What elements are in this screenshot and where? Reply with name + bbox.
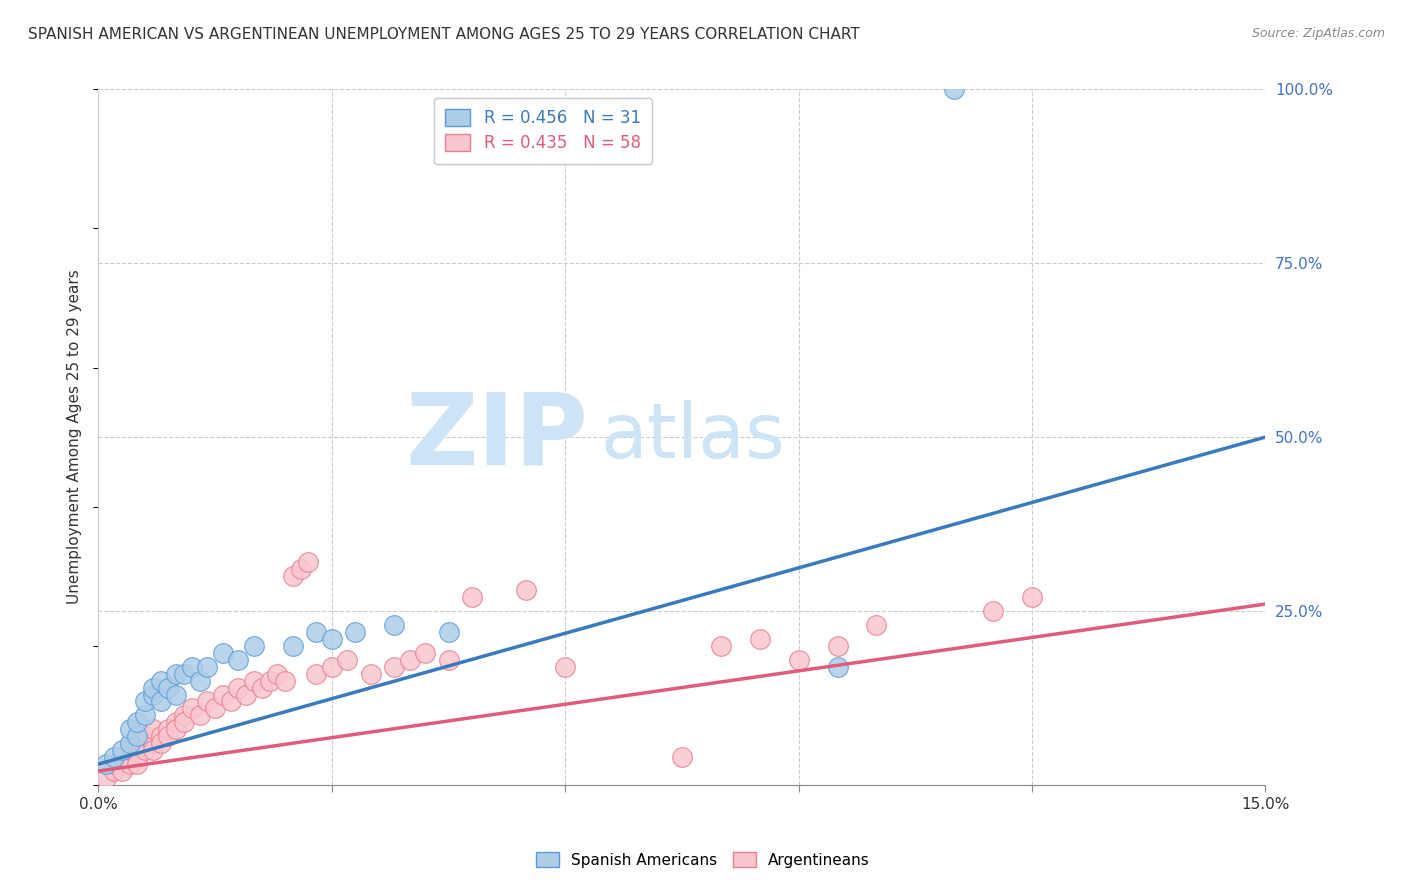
Point [827,659,849,673]
Point [96,771,118,785]
Point [180,659,202,673]
Point [235,688,257,702]
Point [228,653,250,667]
Point [336,653,359,667]
Text: SPANISH AMERICAN VS ARGENTINEAN UNEMPLOYMENT AMONG AGES 25 TO 29 YEARS CORRELATI: SPANISH AMERICAN VS ARGENTINEAN UNEMPLOY… [28,27,860,42]
Point [382,659,405,673]
Point [127,757,149,772]
Point [165,715,187,730]
Point [118,736,141,750]
Point [827,639,849,653]
Point [321,632,343,646]
Point [671,750,693,764]
Point [437,624,460,639]
Point [195,694,218,708]
Point [134,729,156,743]
Point [111,764,134,778]
Point [1021,590,1043,604]
Point [748,632,770,646]
Legend: R = 0.456   N = 31, R = 0.435   N = 58: R = 0.456 N = 31, R = 0.435 N = 58 [433,97,652,164]
Legend: Spanish Americans, Argentineans: Spanish Americans, Argentineans [529,844,877,875]
Point [165,723,187,737]
Point [118,743,141,757]
Point [219,694,242,708]
Point [515,583,537,598]
Point [305,666,328,681]
Point [118,757,141,772]
Point [360,666,382,681]
Point [142,681,165,695]
Point [111,743,134,757]
Point [103,757,125,772]
Text: Source: ZipAtlas.com: Source: ZipAtlas.com [1251,27,1385,40]
Point [127,715,149,730]
Point [228,681,250,695]
Point [382,618,405,632]
Point [437,653,460,667]
Point [188,673,211,688]
Point [305,624,328,639]
Point [142,723,165,737]
Point [204,701,226,715]
Point [188,708,211,723]
Point [398,653,420,667]
Point [118,723,141,737]
Point [259,673,281,688]
Point [149,673,172,688]
Point [173,666,195,681]
Point [103,764,125,778]
Point [134,694,156,708]
Point [250,681,273,695]
Point [142,688,165,702]
Point [243,639,266,653]
Point [413,646,436,660]
Point [865,618,887,632]
Point [212,646,235,660]
Point [710,639,733,653]
Text: atlas: atlas [600,401,785,474]
Point [787,653,810,667]
Point [321,659,343,673]
Point [274,673,297,688]
Point [127,736,149,750]
Point [157,723,180,737]
Text: ZIP: ZIP [406,389,589,485]
Point [281,569,304,583]
Point [554,659,576,673]
Point [212,688,235,702]
Point [165,688,187,702]
Point [127,729,149,743]
Point [461,590,484,604]
Point [243,673,266,688]
Point [180,701,202,715]
Point [165,666,187,681]
Point [981,604,1004,618]
Point [290,562,312,576]
Point [142,736,165,750]
Point [297,555,319,569]
Point [173,708,195,723]
Point [266,666,288,681]
Point [943,82,966,96]
Point [281,639,304,653]
Point [195,659,218,673]
Point [157,729,180,743]
Point [134,743,156,757]
Point [103,750,125,764]
Point [127,750,149,764]
Point [344,624,367,639]
Point [149,736,172,750]
Y-axis label: Unemployment Among Ages 25 to 29 years: Unemployment Among Ages 25 to 29 years [67,269,83,605]
Point [134,708,156,723]
Point [173,715,195,730]
Point [149,694,172,708]
Point [111,750,134,764]
Point [96,757,118,772]
Point [149,729,172,743]
Point [157,681,180,695]
Point [142,743,165,757]
